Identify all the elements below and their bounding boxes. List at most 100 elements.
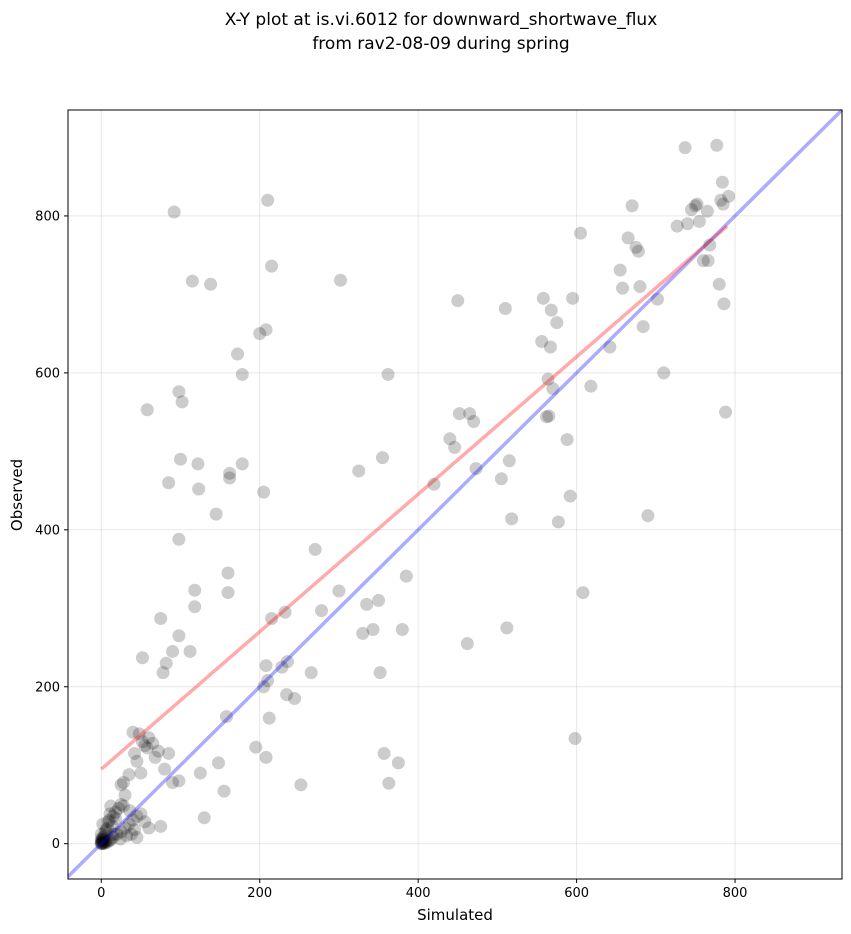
scatter-point [98, 836, 112, 850]
scatter-point [633, 280, 647, 294]
scatter-point [116, 799, 130, 813]
scatter-point [636, 320, 650, 334]
scatter-point [221, 566, 235, 580]
scatter-point [98, 825, 112, 839]
scatter-point [352, 464, 366, 478]
scatter-point [138, 739, 152, 753]
scatter-point [613, 263, 627, 277]
scatter-point [463, 407, 477, 421]
data-points [94, 138, 736, 851]
scatter-point [265, 259, 279, 273]
scatter-point [265, 611, 279, 625]
scatter-point [719, 405, 733, 419]
scatter-point [142, 821, 156, 835]
scatter-point [162, 746, 176, 760]
scatter-point [154, 819, 168, 833]
scatter-point [175, 395, 189, 409]
plot-frame [67, 109, 843, 880]
scatter-point [107, 827, 121, 841]
scatter-point [95, 837, 109, 851]
scatter-point [142, 731, 156, 745]
scatter-point [536, 291, 550, 305]
scatter-point [334, 273, 348, 287]
scatter-point [97, 837, 111, 851]
scatter-point [114, 797, 128, 811]
scatter-point [249, 740, 263, 754]
scatter-point [722, 189, 736, 203]
scatter-point [629, 240, 643, 254]
scatter-point [505, 512, 519, 526]
scatter-point [99, 823, 113, 837]
y-tick-label: 200 [35, 680, 60, 695]
scatter-point [166, 644, 180, 658]
scatter-point [138, 815, 152, 829]
scatter-point [308, 542, 322, 556]
scatter-point [94, 832, 108, 846]
scatter-point [502, 454, 516, 468]
scatter-point [105, 819, 119, 833]
scatter-point [280, 655, 294, 669]
scatter-point [212, 756, 226, 770]
y-tick-label: 400 [35, 523, 60, 538]
scatter-point [696, 254, 710, 268]
scatter-point [140, 741, 154, 755]
scatter-point [391, 756, 405, 770]
scatter-point [259, 750, 273, 764]
scatter-point [94, 837, 108, 851]
scatter-point [712, 277, 726, 291]
x-axis-label: Simulated [417, 906, 493, 924]
scatter-point [97, 835, 111, 849]
scatter-point [192, 482, 206, 496]
scatter-point [382, 776, 396, 790]
scatter-point [94, 834, 108, 848]
scatter-point [113, 832, 127, 846]
plot-area [66, 108, 844, 880]
scatter-point [172, 385, 186, 399]
scatter-point [315, 604, 329, 618]
scatter-point [96, 817, 110, 831]
scatter-point [541, 372, 555, 386]
scatter-point [167, 205, 181, 219]
scatter-point [551, 515, 565, 529]
scatter-point [544, 303, 558, 317]
scatter-point [223, 466, 237, 480]
scatter-point [96, 836, 110, 850]
scatter-point [102, 813, 116, 827]
scatter-point [102, 834, 116, 848]
scatter-point [114, 778, 128, 792]
scatter-point [546, 382, 560, 396]
scatter-point [146, 736, 160, 750]
scatter-point [235, 457, 249, 471]
scatter-point [261, 673, 275, 687]
scatter-point [130, 830, 144, 844]
scatter-point [288, 692, 302, 706]
scatter-point [159, 656, 173, 670]
x-tick-label: 400 [406, 886, 431, 901]
scatter-point [134, 766, 148, 780]
scatter-point [261, 193, 275, 207]
scatter-point [603, 340, 617, 354]
scatter-point [467, 415, 481, 429]
x-tick-label: 200 [247, 886, 272, 901]
scatter-point [95, 833, 109, 847]
scatter-point [641, 509, 655, 523]
scatter-point [191, 457, 205, 471]
scatter-point [257, 680, 271, 694]
scatter-point [650, 292, 664, 306]
scatter-point [158, 762, 172, 776]
scatter-point [172, 629, 186, 643]
scatter-point [217, 784, 231, 798]
scatter-point [130, 754, 144, 768]
scatter-point [96, 834, 110, 848]
grid [68, 110, 842, 879]
regression-line [100, 224, 729, 771]
scatter-point [701, 254, 715, 268]
scatter-point [135, 735, 149, 749]
scatter-point [259, 659, 273, 673]
x-axis-ticks: 0 200 400 600 800 [97, 879, 747, 901]
scatter-point [116, 775, 130, 789]
scatter-point [332, 584, 346, 598]
scatter-point [275, 660, 289, 674]
y-tick-label: 600 [35, 366, 60, 381]
